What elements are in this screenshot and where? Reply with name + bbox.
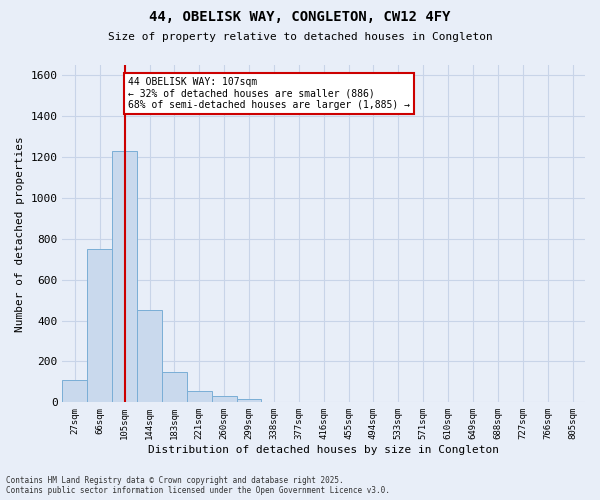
Text: Contains HM Land Registry data © Crown copyright and database right 2025.
Contai: Contains HM Land Registry data © Crown c…	[6, 476, 390, 495]
Text: 44 OBELISK WAY: 107sqm
← 32% of detached houses are smaller (886)
68% of semi-de: 44 OBELISK WAY: 107sqm ← 32% of detached…	[128, 78, 410, 110]
Bar	[112, 151, 137, 403]
Bar	[162, 372, 187, 402]
Bar	[212, 396, 236, 402]
Bar	[88, 249, 112, 402]
Text: Size of property relative to detached houses in Congleton: Size of property relative to detached ho…	[107, 32, 493, 42]
Bar	[137, 310, 162, 402]
X-axis label: Distribution of detached houses by size in Congleton: Distribution of detached houses by size …	[148, 445, 499, 455]
Bar	[187, 391, 212, 402]
Bar	[236, 400, 262, 402]
Y-axis label: Number of detached properties: Number of detached properties	[15, 136, 25, 332]
Bar	[62, 380, 88, 402]
Text: 44, OBELISK WAY, CONGLETON, CW12 4FY: 44, OBELISK WAY, CONGLETON, CW12 4FY	[149, 10, 451, 24]
